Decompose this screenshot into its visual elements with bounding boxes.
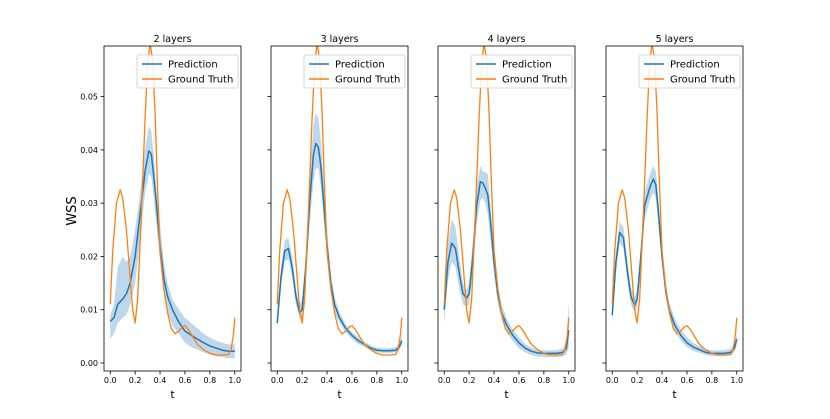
- x-tick-label: 0.4: [656, 376, 669, 385]
- legend-prediction-label: Prediction: [168, 60, 218, 71]
- axes-frame: [103, 45, 242, 372]
- x-tick-label: 0.6: [346, 376, 359, 385]
- x-tick-label: 1.0: [228, 376, 241, 385]
- legend-box: [136, 54, 239, 89]
- x-axis-label: t: [672, 388, 677, 401]
- legend: Prediction Ground Truth: [303, 54, 406, 89]
- legend: Prediction Ground Truth: [470, 54, 573, 89]
- panel-title: 4 layers: [488, 34, 526, 45]
- x-tick-label: 0.8: [537, 376, 550, 385]
- ground-truth-line: [276, 46, 403, 356]
- axes-frame: [437, 45, 576, 372]
- panel-2: 0.0 0.2 0.4 0.6 0.8 1.0 t 3 layers Prediction Gro…: [267, 34, 409, 401]
- panel-title: 3 layers: [321, 34, 359, 45]
- x-axis-label: t: [170, 388, 175, 401]
- ground-truth-line: [443, 46, 570, 356]
- panel-title: 2 layers: [154, 34, 192, 45]
- legend-ground-truth-label: Ground Truth: [670, 75, 735, 86]
- uncertainty-band: [110, 125, 235, 359]
- legend-box: [470, 54, 573, 89]
- x-tick-label: 0.4: [154, 376, 167, 385]
- y-tick-label: 0.04: [80, 146, 98, 155]
- axes-frame: [605, 45, 744, 372]
- legend-box: [638, 54, 741, 89]
- legend-prediction-label: Prediction: [335, 60, 385, 71]
- panel-1: 0.0 0.2 0.4 0.6 0.8 1.0 0.00 0.01 0.02 0.03 0.04 0.…: [80, 34, 242, 401]
- legend-prediction-label: Prediction: [670, 60, 720, 71]
- y-tick-label: 0.02: [80, 252, 98, 261]
- legend-ground-truth-label: Ground Truth: [168, 75, 233, 86]
- legend-prediction-label: Prediction: [502, 60, 552, 71]
- x-tick-label: 1.0: [395, 376, 408, 385]
- y-tick-label: 0.00: [80, 359, 98, 368]
- x-tick-label: 0.2: [463, 376, 476, 385]
- x-tick-label: 0.8: [370, 376, 383, 385]
- x-tick-label: 0.8: [203, 376, 216, 385]
- prediction-line: [276, 142, 403, 352]
- x-tick-label: 0.6: [513, 376, 526, 385]
- x-axis-label: t: [504, 388, 509, 401]
- x-tick-label: 0.0: [271, 376, 284, 385]
- panel-title: 5 layers: [656, 34, 694, 45]
- ground-truth-line: [611, 46, 738, 356]
- y-axis-label: WSS: [65, 196, 80, 225]
- x-tick-label: 0.2: [296, 376, 309, 385]
- legend-box: [303, 54, 406, 89]
- x-tick-label: 0.2: [631, 376, 644, 385]
- x-tick-label: 0.0: [104, 376, 117, 385]
- legend-ground-truth-label: Ground Truth: [335, 75, 400, 86]
- x-tick-label: 0.6: [681, 376, 694, 385]
- y-tick-label: 0.01: [80, 306, 98, 315]
- x-tick-label: 0.6: [179, 376, 192, 385]
- x-tick-label: 0.8: [705, 376, 718, 385]
- x-tick-label: 1.0: [562, 376, 575, 385]
- x-tick-label: 0.2: [129, 376, 142, 385]
- x-tick-label: 0.0: [606, 376, 619, 385]
- panel-4: 0.0 0.2 0.4 0.6 0.8 1.0 t 5 layers Prediction Gro…: [602, 34, 744, 401]
- y-tick-label: 0.03: [80, 199, 98, 208]
- ground-truth-line: [109, 46, 236, 356]
- x-axis-label: t: [337, 388, 342, 401]
- x-tick-label: 0.4: [321, 376, 334, 385]
- x-tick-label: 0.4: [488, 376, 501, 385]
- panel-3: 0.0 0.2 0.4 0.6 0.8 1.0 t 4 layers Prediction Gro…: [434, 34, 576, 401]
- legend: Prediction Ground Truth: [136, 54, 239, 89]
- axes-frame: [270, 45, 409, 372]
- legend: Prediction Ground Truth: [638, 54, 741, 89]
- x-tick-label: 1.0: [730, 376, 743, 385]
- y-tick-label: 0.05: [80, 93, 98, 102]
- legend-ground-truth-label: Ground Truth: [502, 75, 567, 86]
- x-tick-label: 0.0: [438, 376, 451, 385]
